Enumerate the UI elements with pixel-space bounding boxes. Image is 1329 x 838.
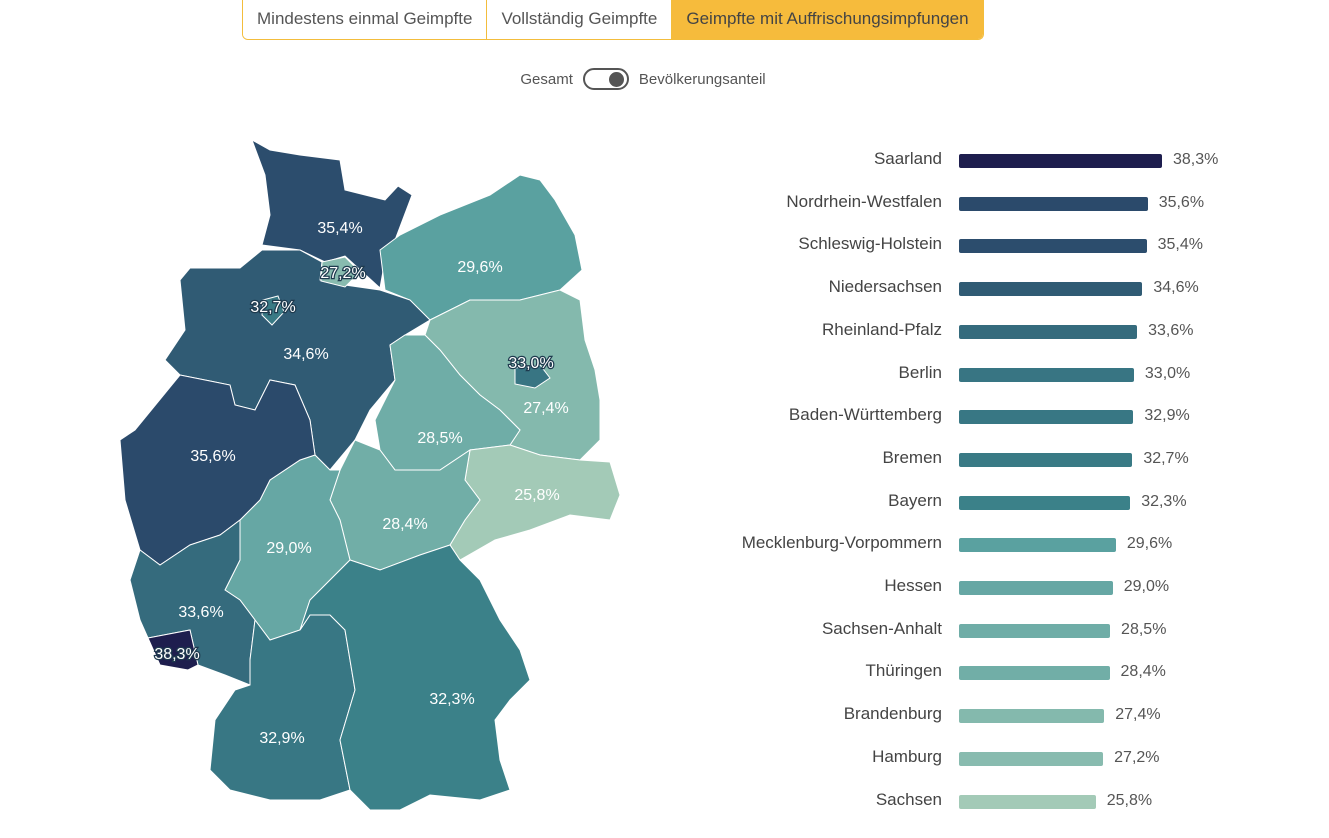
bar-bremen[interactable]	[959, 452, 1133, 467]
state-hamburg[interactable]	[320, 256, 361, 288]
bar-label: Sachsen-Anhalt	[821, 618, 942, 638]
bar-schleswig-holstein[interactable]	[959, 239, 1147, 254]
bar-value: 32,7%	[1143, 449, 1189, 467]
map-label-mecklenburg-vorpommern: 29,6%	[457, 259, 502, 276]
bar-value: 32,3%	[1141, 492, 1187, 510]
bar-mecklenburg-vorpommern[interactable]	[959, 538, 1116, 553]
map-label-rheinland-pfalz: 33,6%	[178, 604, 223, 621]
bar-value: 28,5%	[1121, 620, 1167, 638]
bar-label: Rheinland-Pfalz	[821, 319, 942, 339]
bar-label: Bayern	[888, 490, 942, 510]
bar-label: Mecklenburg-Vorpommern	[741, 533, 942, 553]
bar-value: 35,6%	[1158, 193, 1205, 211]
bar-value: 27,4%	[1115, 706, 1161, 724]
state-saarland[interactable]	[147, 629, 199, 671]
bar-baden-wuerttemberg[interactable]	[959, 410, 1134, 425]
map-label-hessen: 29,0%	[266, 540, 311, 557]
display-toggle: Gesamt Bevölkerungsanteil	[0, 68, 1286, 90]
bar-saarland[interactable]	[959, 154, 1162, 168]
bar-label: Bremen	[882, 447, 942, 467]
bar-berlin[interactable]	[959, 367, 1134, 382]
state-bayern[interactable]	[299, 544, 531, 811]
bar-rheinland-pfalz[interactable]	[959, 324, 1138, 339]
bar-value: 38,3%	[1173, 151, 1219, 168]
bar-value: 33,0%	[1144, 364, 1191, 382]
vaccination-tabs: Mindestens einmal Geimpfte Vollständig G…	[242, 0, 984, 40]
state-berlin[interactable]	[514, 364, 551, 389]
tab-booster[interactable]: Geimpfte mit Auffrischungsimpfungen	[672, 0, 983, 39]
bar-label: Nordrhein-Westfalen	[786, 191, 942, 211]
bar-label: Thüringen	[865, 661, 942, 681]
bar-label: Schleswig-Holstein	[798, 234, 942, 254]
germany-map: 35,4% 29,6% 34,6% 27,4% 28,5% 25,8% 28,4% 29,0%…	[119, 138, 621, 811]
bar-thueringen[interactable]	[959, 666, 1110, 681]
map-label-hamburg: 27,2%	[320, 265, 365, 282]
state-sachsen-anhalt[interactable]	[374, 334, 521, 471]
bar-hessen[interactable]	[959, 581, 1113, 595]
map-label-saarland: 38,3%	[154, 646, 199, 663]
bar-sachsen[interactable]	[959, 794, 1096, 809]
map-label-brandenburg: 27,4%	[523, 400, 568, 417]
bar-label: Baden-Württemberg	[788, 405, 942, 425]
bar-sachsen-anhalt[interactable]	[959, 623, 1111, 638]
bar-value: 28,4%	[1120, 663, 1166, 681]
total-share-switch[interactable]	[582, 68, 629, 90]
bar-label: Brandenburg	[843, 704, 942, 724]
state-bremen[interactable]	[261, 295, 285, 326]
bar-hamburg[interactable]	[959, 751, 1104, 766]
map-label-baden-wuerttemberg: 32,9%	[259, 730, 304, 747]
bar-label: Hamburg	[872, 746, 942, 766]
bar-bayern[interactable]	[959, 495, 1131, 510]
bar-nordrhein-westfalen[interactable]	[959, 196, 1148, 211]
bar-value: 33,6%	[1148, 321, 1194, 339]
bar-value: 27,2%	[1114, 748, 1160, 766]
bar-brandenburg[interactable]	[959, 709, 1105, 724]
map-label-sachsen: 25,8%	[514, 487, 559, 504]
bar-label: Berlin	[898, 362, 942, 382]
toggle-label-share: Bevölkerungsanteil	[638, 70, 766, 88]
bar-value: 29,0%	[1123, 578, 1170, 595]
map-label-bayern: 32,3%	[429, 691, 474, 708]
map-label-nordrhein-westfalen: 35,6%	[190, 448, 235, 465]
map-label-schleswig-holstein: 35,4%	[317, 220, 362, 237]
bar-value: 29,6%	[1126, 535, 1173, 553]
bar-value: 25,8%	[1106, 791, 1153, 809]
map-label-thueringen: 28,4%	[382, 516, 427, 533]
bar-label: Sachsen	[875, 789, 942, 809]
map-label-niedersachsen: 34,6%	[283, 346, 328, 363]
bar-value: 35,4%	[1157, 236, 1203, 254]
bar-niedersachsen[interactable]	[959, 282, 1143, 297]
map-label-sachsen-anhalt: 28,5%	[417, 430, 462, 447]
bar-label: Hessen	[884, 576, 942, 595]
map-label-bremen: 32,7%	[250, 299, 295, 316]
switch-knob	[608, 72, 624, 87]
tab-fully-vaccinated[interactable]: Vollständig Geimpfte	[487, 0, 673, 39]
tab-first-dose[interactable]: Mindestens einmal Geimpfte	[243, 0, 488, 39]
bar-value: 34,6%	[1153, 279, 1199, 297]
map-label-berlin: 33,0%	[508, 355, 553, 372]
bar-label: Niedersachsen	[828, 277, 942, 297]
bar-label: Saarland	[873, 149, 942, 168]
bar-value: 32,9%	[1144, 407, 1190, 425]
toggle-label-total: Gesamt	[520, 70, 573, 88]
